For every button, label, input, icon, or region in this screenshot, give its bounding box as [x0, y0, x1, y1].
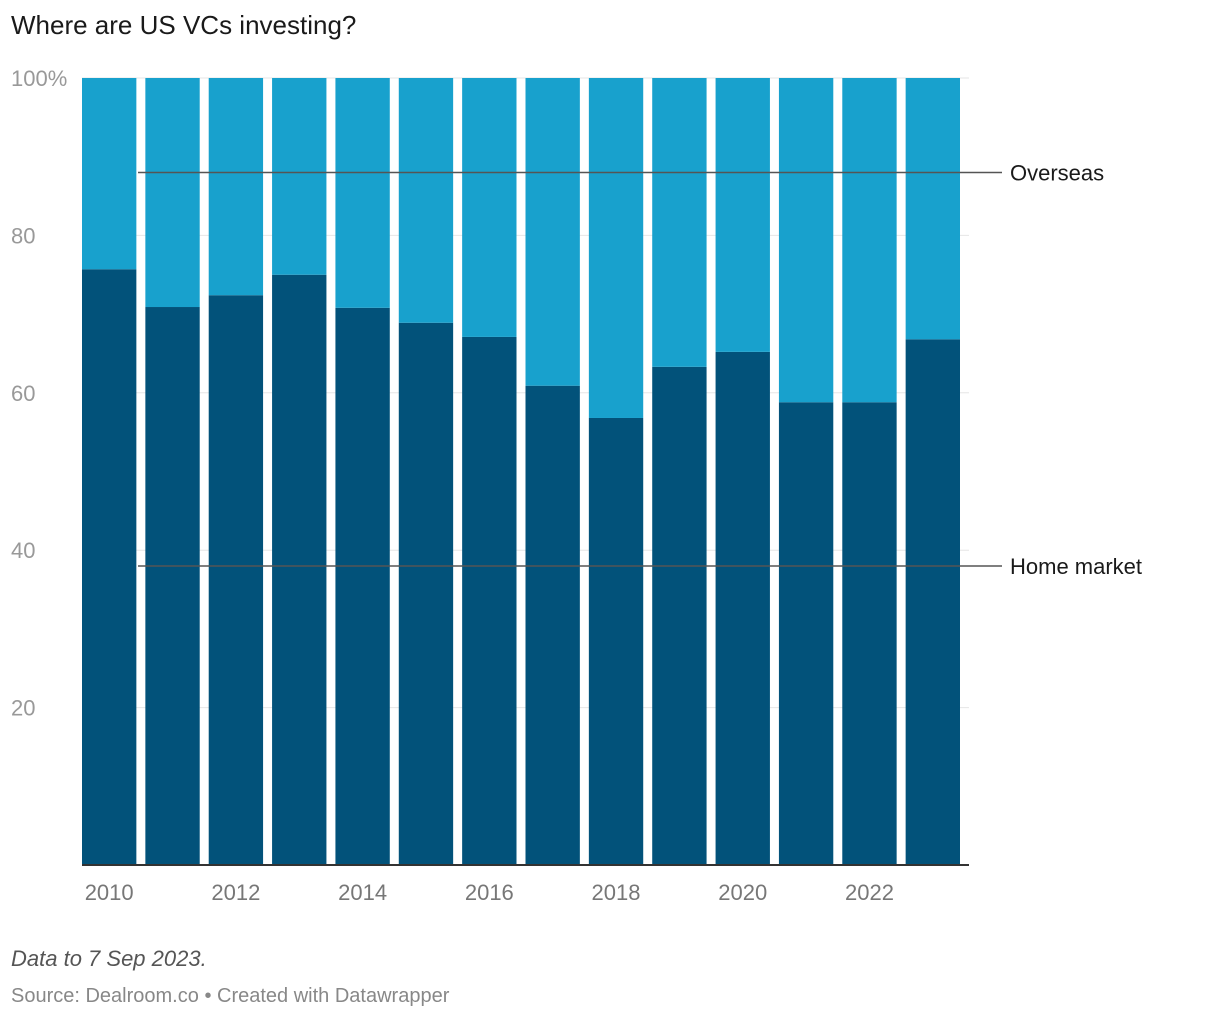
y-tick-label: 100%: [11, 66, 67, 91]
bar-home-market-2011[interactable]: [145, 307, 200, 866]
y-tick-label: 60: [11, 381, 35, 406]
bar-overseas-2015[interactable]: [398, 78, 454, 323]
bar-home-market-2018[interactable]: [588, 417, 644, 865]
bar-overseas-2013[interactable]: [272, 78, 327, 275]
x-tick-label: 2022: [845, 880, 894, 905]
annotation-label-overseas: Overseas: [1010, 160, 1104, 185]
bar-overseas-2020[interactable]: [715, 78, 770, 352]
bar-overseas-2017[interactable]: [525, 78, 580, 386]
bar-overseas-2022[interactable]: [842, 78, 897, 403]
x-tick-label: 2012: [211, 880, 260, 905]
bar-home-market-2013[interactable]: [272, 274, 327, 865]
bar-overseas-2011[interactable]: [145, 78, 200, 308]
x-tick-label: 2016: [465, 880, 514, 905]
bar-overseas-2018[interactable]: [588, 78, 644, 418]
x-tick-label: 2018: [592, 880, 641, 905]
bar-home-market-2017[interactable]: [525, 385, 580, 865]
chart-title: Where are US VCs investing?: [11, 10, 357, 40]
source-separator: •: [204, 985, 212, 1007]
bar-overseas-2021[interactable]: [778, 78, 834, 403]
bar-home-market-2010[interactable]: [82, 269, 137, 866]
bar-home-market-2023[interactable]: [905, 339, 960, 865]
bar-home-market-2014[interactable]: [335, 307, 390, 866]
bar-overseas-2016[interactable]: [462, 78, 517, 337]
bar-overseas-2019[interactable]: [652, 78, 707, 367]
bar-home-market-2019[interactable]: [652, 366, 707, 865]
chart-note: Data to 7 Sep 2023.: [11, 946, 207, 971]
annotation-label-home-market: Home market: [1010, 554, 1142, 579]
y-tick-label: 40: [11, 538, 35, 563]
bar-overseas-2010[interactable]: [82, 78, 137, 270]
bar-home-market-2020[interactable]: [715, 351, 770, 866]
bar-home-market-2021[interactable]: [778, 402, 834, 865]
bar-home-market-2016[interactable]: [462, 336, 517, 866]
x-tick-label: 2010: [85, 880, 134, 905]
bar-home-market-2015[interactable]: [398, 322, 454, 866]
source-label[interactable]: Source: Dealroom.co: [11, 985, 199, 1007]
bar-home-market-2012[interactable]: [208, 295, 264, 865]
y-tick-label: 20: [11, 696, 35, 721]
bar-overseas-2014[interactable]: [335, 78, 390, 308]
created-with-link[interactable]: Created with Datawrapper: [217, 985, 450, 1007]
chart-source: Source: Dealroom.co • Created with Dataw…: [11, 985, 449, 1008]
bar-home-market-2022[interactable]: [842, 402, 897, 865]
x-tick-label: 2020: [718, 880, 767, 905]
bar-overseas-2012[interactable]: [208, 78, 264, 296]
y-tick-label: 80: [11, 223, 35, 248]
bar-overseas-2023[interactable]: [905, 78, 960, 340]
x-tick-label: 2014: [338, 880, 387, 905]
